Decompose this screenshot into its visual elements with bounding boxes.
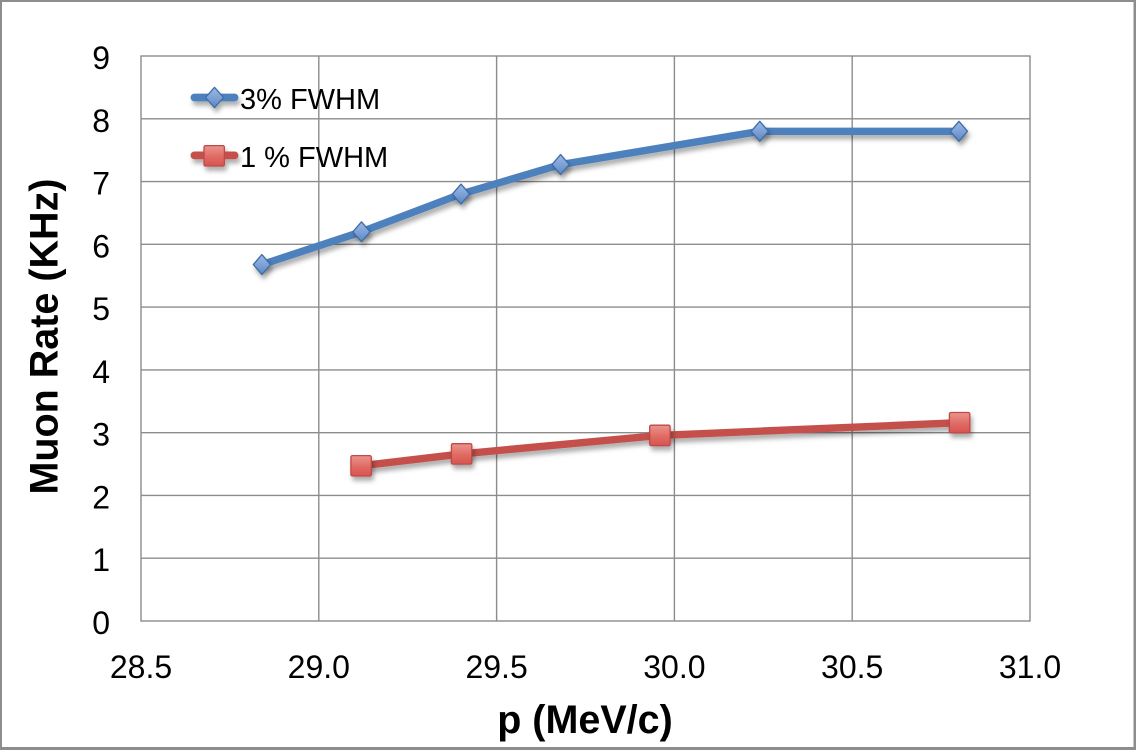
svg-text:9: 9 xyxy=(92,40,110,76)
svg-text:6: 6 xyxy=(92,228,110,264)
svg-text:1 % FWHM: 1 % FWHM xyxy=(240,142,388,174)
svg-text:0: 0 xyxy=(92,605,110,641)
svg-text:2: 2 xyxy=(92,479,110,515)
svg-text:29.0: 29.0 xyxy=(288,649,350,685)
svg-text:30.0: 30.0 xyxy=(643,649,705,685)
svg-text:5: 5 xyxy=(92,291,110,327)
svg-text:29.5: 29.5 xyxy=(465,649,527,685)
svg-text:28.5: 28.5 xyxy=(110,649,172,685)
svg-text:7: 7 xyxy=(92,166,110,202)
svg-text:Muon Rate (KHz): Muon Rate (KHz) xyxy=(23,179,67,495)
svg-text:8: 8 xyxy=(92,103,110,139)
svg-text:1: 1 xyxy=(92,542,110,578)
svg-text:30.5: 30.5 xyxy=(821,649,883,685)
svg-text:31.0: 31.0 xyxy=(999,649,1061,685)
svg-text:p (MeV/c): p (MeV/c) xyxy=(497,698,673,742)
svg-text:3% FWHM: 3% FWHM xyxy=(240,84,380,116)
svg-text:3: 3 xyxy=(92,417,110,453)
svg-text:4: 4 xyxy=(92,354,110,390)
